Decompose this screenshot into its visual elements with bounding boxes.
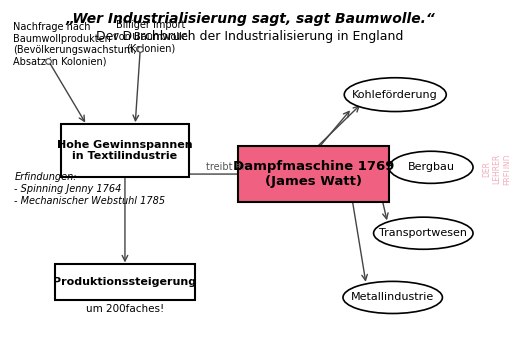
Text: Billiger Import
von Baumwolle
(Kolonien): Billiger Import von Baumwolle (Kolonien) — [113, 20, 187, 53]
Text: um 200faches!: um 200faches! — [86, 304, 164, 314]
Text: Kohleförderung: Kohleförderung — [352, 90, 437, 100]
Ellipse shape — [388, 151, 472, 183]
FancyBboxPatch shape — [55, 264, 195, 300]
FancyBboxPatch shape — [61, 124, 188, 176]
Ellipse shape — [373, 217, 472, 249]
Text: „Wer Industrialisierung sagt, sagt Baumwolle.“: „Wer Industrialisierung sagt, sagt Baumw… — [65, 12, 434, 26]
FancyBboxPatch shape — [238, 146, 388, 202]
Text: Der Durchbruch der Industrialisierung in England: Der Durchbruch der Industrialisierung in… — [96, 30, 403, 43]
Text: treibt an: treibt an — [206, 162, 247, 172]
Ellipse shape — [344, 78, 445, 112]
Text: Metallindustrie: Metallindustrie — [350, 292, 434, 303]
Text: Bergbau: Bergbau — [407, 162, 454, 172]
Text: DER
LEHRER
FREUND: DER LEHRER FREUND — [482, 153, 509, 185]
Text: Nachfrage nach
Baumwollprodukten
(Bevölkerungswachstum;
Absatz in Kolonien): Nachfrage nach Baumwollprodukten (Bevölk… — [13, 22, 136, 67]
Text: Hohe Gewinnspannen
in Textilindustrie: Hohe Gewinnspannen in Textilindustrie — [57, 140, 192, 161]
Text: Produktionssteigerung: Produktionssteigerung — [53, 277, 196, 287]
Ellipse shape — [343, 281, 442, 314]
Text: Transportwesen: Transportwesen — [379, 228, 466, 238]
Text: Erfindungen:
- Spinning Jenny 1764
- Mechanischer Webstuhl 1785: Erfindungen: - Spinning Jenny 1764 - Mec… — [14, 172, 165, 206]
Text: Dampfmaschine 1769
(James Watt): Dampfmaschine 1769 (James Watt) — [233, 160, 393, 188]
